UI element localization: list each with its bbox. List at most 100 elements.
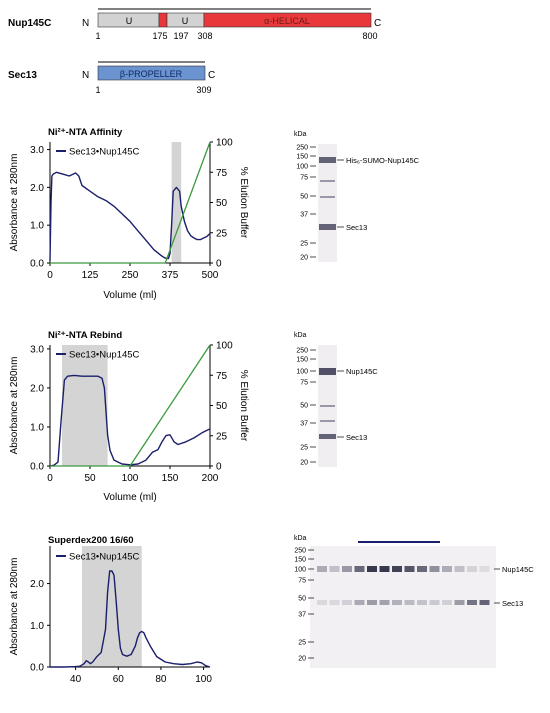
chart-2-y-tick-label: 2.0: [30, 579, 44, 590]
sec13-propeller-domain: [97, 65, 206, 81]
nup145c-u-label-2: U: [182, 16, 189, 26]
chart-1-y-tick-label: 2.0: [30, 383, 44, 394]
gel-2-marker-label: 20: [300, 460, 308, 467]
gel-3-marker-label: 20: [298, 656, 306, 663]
chart-1-y2-tick-label: 50: [216, 401, 228, 412]
chart-1-y2-tick-label: 100: [216, 341, 233, 352]
gel-3-nup145c-band: [417, 566, 427, 572]
nup145c-tick-800: 800: [362, 31, 377, 41]
chart-2-y-axis-label: Absorbance at 280nm: [9, 558, 20, 656]
chart-0-y2-tick-label: 50: [216, 198, 228, 209]
gel-3-sec13-band: [467, 600, 477, 605]
gel-superdex: kDa 250 150 100 75 50 37 25 20 Nup145C Sec13: [294, 535, 534, 668]
chart-0-y2-tick-label: 0: [216, 259, 222, 270]
chart-1-legend-label: Sec13•Nup145C: [69, 350, 140, 361]
ni-nta-affinity-chart: 0 125 250 375 500 0.0 1.0 2.0 3.0 0 25 50 75 100 Ni²⁺-…: [9, 127, 249, 301]
chart-1-series-elution-buffer: [50, 344, 211, 467]
gel-3-marker-label: 50: [298, 596, 306, 603]
gel-1-marker-label: 250: [296, 145, 308, 152]
chart-1-y-tick-label: 1.0: [30, 422, 44, 433]
gel-3-nup145c-band: [467, 566, 477, 572]
chart-0-x-tick-label: 250: [122, 270, 139, 281]
ni-nta-rebind-chart: 0 50 100 150 200 0.0 1.0 2.0 3.0 0 25 50 75 100 Ni²⁺-N…: [9, 330, 249, 503]
gel-2-band-nup145c: [319, 368, 336, 375]
gel-3-nup145c-band: [392, 566, 402, 572]
gel-2-marker-label: 37: [300, 421, 308, 428]
chart-0-x-tick-label: 125: [82, 270, 99, 281]
gel-2-band-sec13: [319, 434, 336, 439]
nup145c-tick-1: 1: [95, 31, 100, 41]
gel-1-band-label-2: Sec13: [346, 223, 367, 232]
gel-1-band-sec13: [319, 224, 336, 230]
superdex200-chart: 40 60 80 100 0.0 1.0 2.0 Superdex200 16/60 Absor…: [9, 535, 212, 685]
chart-2-y-tick-label: 1.0: [30, 621, 44, 632]
gel-3-marker-label: 37: [298, 612, 306, 619]
nup145c-tick-197: 197: [173, 31, 188, 41]
chart-0-title: Ni²⁺-NTA Affinity: [48, 127, 123, 138]
chart-1-x-tick-label: 200: [202, 473, 219, 484]
gel-1-marker-label: 100: [296, 164, 308, 171]
gel-3-marker-label: 150: [294, 557, 306, 564]
chart-1-x-tick-label: 50: [84, 473, 96, 484]
gel-3-sec13-band: [479, 600, 490, 605]
gel-3-sec13-band: [392, 600, 402, 605]
gel-3-sec13-band: [329, 600, 340, 605]
gel-3-nup145c-band: [367, 566, 377, 572]
gel-3-area: [310, 546, 496, 668]
gel-3-sec13-band: [404, 600, 415, 605]
chart-1-x-tick-label: 150: [162, 473, 179, 484]
chart-0-shaded-fractions: [171, 142, 182, 263]
chart-1-y2-axis-label: % Elution Buffer: [238, 370, 249, 442]
chart-1-y2-tick-label: 75: [216, 371, 228, 382]
chart-2-series-absorbance: [50, 570, 211, 668]
gel-3-marker-label: 25: [298, 640, 306, 647]
chart-1-shaded-fractions: [62, 345, 108, 466]
sec13-tick-1: 1: [95, 85, 100, 95]
gel-3-sec13-band: [442, 600, 452, 605]
gel-1-band-label-1: His₆-SUMO-Nup145C: [346, 156, 420, 165]
nup145c-linker: [158, 12, 168, 28]
gel-3-nup145c-band: [442, 566, 452, 572]
gel-3-marker-label: 100: [294, 567, 306, 574]
chart-1-y-tick-label: 3.0: [30, 344, 44, 355]
nup145c-u-label-1: U: [126, 16, 133, 26]
gel-3-band-label-2: Sec13: [502, 599, 523, 608]
chart-0-x-tick-label: 500: [202, 270, 219, 281]
chart-2-legend-label: Sec13•Nup145C: [69, 552, 140, 563]
chart-2-x-tick-label: 40: [70, 674, 82, 685]
gel-3-band-label-1: Nup145C: [502, 565, 534, 574]
gel-1-marker-label: 50: [300, 194, 308, 201]
gel-3-nup145c-band: [317, 566, 327, 572]
gel-3-marker-label: 250: [294, 548, 306, 555]
gel-3-sec13-band: [367, 600, 377, 605]
chart-2-x-tick-label: 100: [195, 674, 212, 685]
chart-0-y2-tick-label: 100: [216, 138, 233, 149]
nup145c-helical-label: α-HELICAL: [264, 16, 310, 26]
gel-3-nup145c-band: [354, 566, 365, 572]
nup145c-c-terminus: C: [374, 18, 381, 29]
gel-1-marker-label: 20: [300, 255, 308, 262]
gel-2-marker-label: 25: [300, 445, 308, 452]
gel-3-nup145c-band: [379, 566, 390, 572]
gel-2-marker-label: 150: [296, 357, 308, 364]
gel-3-marker-ladder: 250 150 100 75 50 37 25 20: [294, 548, 314, 663]
gel-3-nup145c-band: [429, 566, 440, 572]
gel-2-faint-band-2: [320, 420, 335, 422]
chart-2-shaded-fractions: [82, 546, 142, 667]
chart-2-title: Superdex200 16/60: [48, 535, 134, 546]
gel-3-kda-label: kDa: [294, 535, 307, 542]
gel-1-faint-band-1: [320, 180, 335, 182]
gel-2-band-label-2: Sec13: [346, 433, 367, 442]
chart-0-y2-tick-label: 25: [216, 228, 228, 239]
chart-0-series-elution-buffer: [50, 141, 211, 264]
chart-0-legend-label: Sec13•Nup145C: [69, 147, 140, 158]
gel-3-sec13-band: [342, 600, 352, 605]
sec13-c-terminus: C: [208, 70, 215, 81]
chart-0-y-tick-label: 3.0: [30, 145, 44, 156]
chart-2-y-tick-label: 0.0: [30, 663, 44, 674]
gel-1-marker-label: 150: [296, 154, 308, 161]
chart-1-y2-tick-label: 0: [216, 462, 222, 473]
chart-0-series-absorbance: [49, 171, 211, 262]
chart-0-y2-tick-label: 75: [216, 168, 228, 179]
